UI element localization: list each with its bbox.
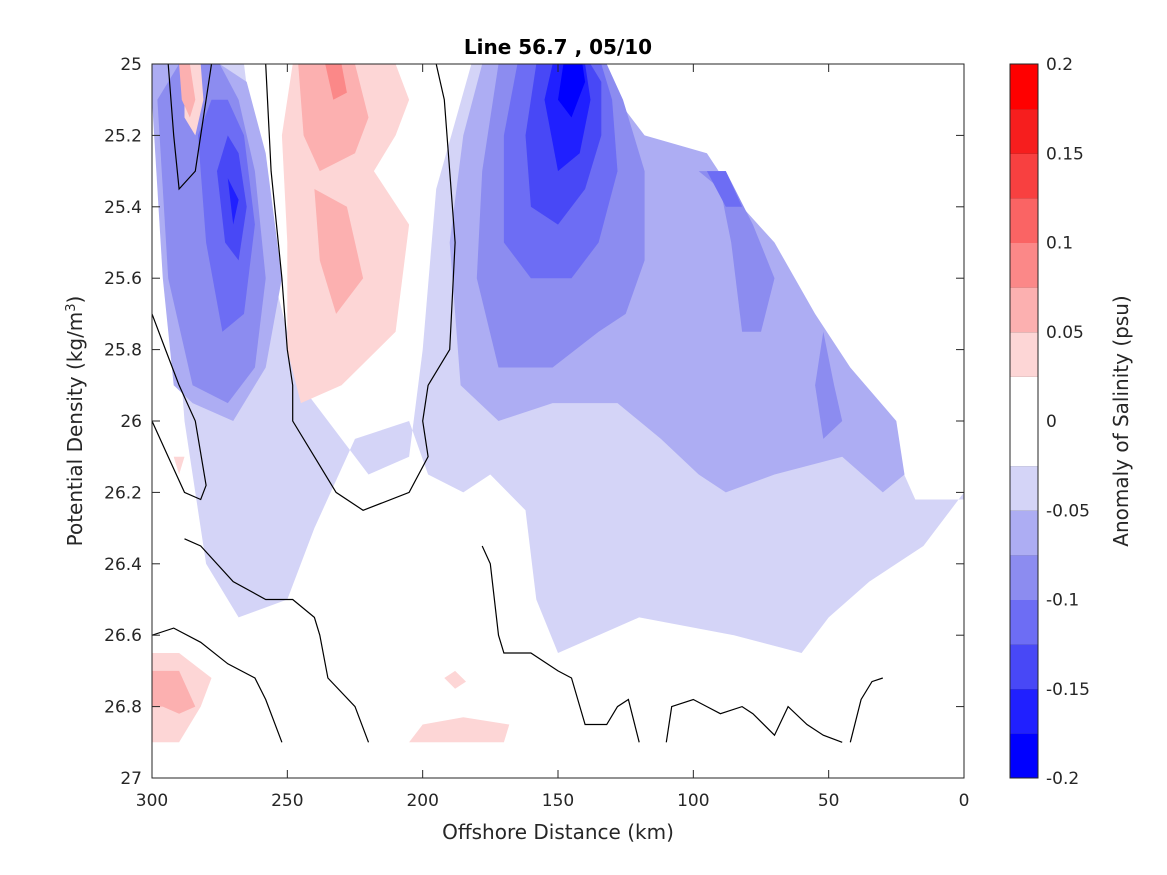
- contour-region-5: [698, 171, 775, 332]
- contour-region-25: [325, 64, 347, 100]
- contour-line-5: [481, 545, 640, 743]
- colorbar-band: [1010, 331, 1038, 377]
- y-axis-ticks: 25 25.2 25.4 25.6 25.8 26 26.2 26.4 26.6 26.8 27: [104, 55, 964, 789]
- colorbar-band: [1010, 688, 1038, 734]
- colorbar-tick-label: -0.1: [1046, 591, 1079, 611]
- colorbar-band: [1010, 242, 1038, 288]
- contour-region-24: [152, 670, 196, 714]
- contour-fill-regions: [152, 64, 964, 743]
- contour-region-23: [314, 189, 364, 314]
- y-tick-label: 25.8: [104, 341, 142, 361]
- colorbar-band: [1010, 733, 1038, 779]
- colorbar-tick-label: 0: [1046, 412, 1057, 432]
- y-tick-label: 25.4: [104, 198, 142, 218]
- y-axis-label-superscript: 3: [64, 303, 79, 311]
- y-tick-label: 26.2: [104, 483, 142, 503]
- y-axis-label-close: ): [63, 296, 87, 304]
- contour-region-19: [444, 670, 466, 689]
- contour-line-3: [152, 627, 283, 743]
- contour-line-4: [184, 538, 370, 743]
- contour-region-22: [298, 64, 369, 172]
- contour-line-2: [152, 313, 207, 501]
- y-axis-label: Potential Density (kg/m3): [63, 296, 87, 547]
- x-axis-label: Offshore Distance (km): [442, 820, 674, 844]
- y-tick-label: 25.2: [104, 126, 142, 146]
- contour-line-6: [665, 698, 843, 743]
- y-tick-label: 26.4: [104, 555, 142, 575]
- colorbar-band: [1010, 153, 1038, 199]
- colorbar-label: Anomaly of Salinity (psu): [1109, 295, 1133, 546]
- colorbar-tick-label: -0.2: [1046, 769, 1079, 789]
- colorbar-band: [1010, 376, 1038, 422]
- x-axis-ticks: 300 250 200 150 100 50 0: [136, 64, 970, 811]
- colorbar-tick-label: 0.15: [1046, 144, 1084, 164]
- colorbar-band: [1010, 287, 1038, 333]
- contour-line-7: [849, 677, 883, 743]
- colorbar-tick-label: -0.05: [1046, 501, 1090, 521]
- y-tick-label: 26.8: [104, 698, 142, 718]
- colorbar-frame: [1009, 63, 1039, 779]
- colorbar-band: [1010, 197, 1038, 243]
- x-tick-label: 50: [818, 791, 840, 811]
- contour-region-9: [706, 171, 743, 207]
- contour-region-21: [179, 64, 196, 118]
- contour-region-14: [558, 64, 586, 118]
- x-tick-label: 0: [959, 791, 970, 811]
- zero-contour-lines: [152, 64, 883, 743]
- colorbar-band: [1010, 64, 1038, 110]
- colorbar-band: [1010, 510, 1038, 556]
- colorbar-band: [1010, 108, 1038, 154]
- colorbar-band: [1010, 644, 1038, 690]
- x-tick-label: 300: [136, 791, 168, 811]
- colorbar-tick-label: 0.05: [1046, 323, 1084, 343]
- chart-title: Line 56.7 , 05/10: [464, 35, 652, 59]
- contour-line-0: [167, 64, 213, 191]
- y-tick-label: 25: [120, 55, 142, 75]
- y-tick-label: 26.6: [104, 626, 142, 646]
- colorbar: 0.2 0.15 0.1 0.05 0 -0.05 -0.1 -0.15 -0.2: [1009, 55, 1090, 789]
- y-tick-label: 26: [120, 412, 142, 432]
- y-tick-label: 27: [120, 769, 142, 789]
- colorbar-band: [1010, 465, 1038, 511]
- y-tick-label: 25.6: [104, 269, 142, 289]
- x-tick-label: 250: [271, 791, 303, 811]
- colorbar-tick-label: 0.1: [1046, 234, 1073, 254]
- x-tick-label: 200: [406, 791, 438, 811]
- x-tick-label: 150: [542, 791, 574, 811]
- contour-region-6: [815, 331, 843, 439]
- colorbar-band: [1010, 421, 1038, 467]
- x-tick-label: 100: [677, 791, 709, 811]
- colorbar-band: [1010, 599, 1038, 645]
- contour-region-18: [409, 717, 510, 743]
- contour-region-12: [227, 178, 239, 225]
- contour-region-20: [173, 456, 185, 475]
- colorbar-band: [1010, 554, 1038, 600]
- colorbar-tick-label: -0.15: [1046, 680, 1090, 700]
- colorbar-tick-label: 0.2: [1046, 55, 1073, 75]
- y-axis-label-main: Potential Density (kg/m: [63, 312, 87, 547]
- contour-line-1: [265, 64, 456, 511]
